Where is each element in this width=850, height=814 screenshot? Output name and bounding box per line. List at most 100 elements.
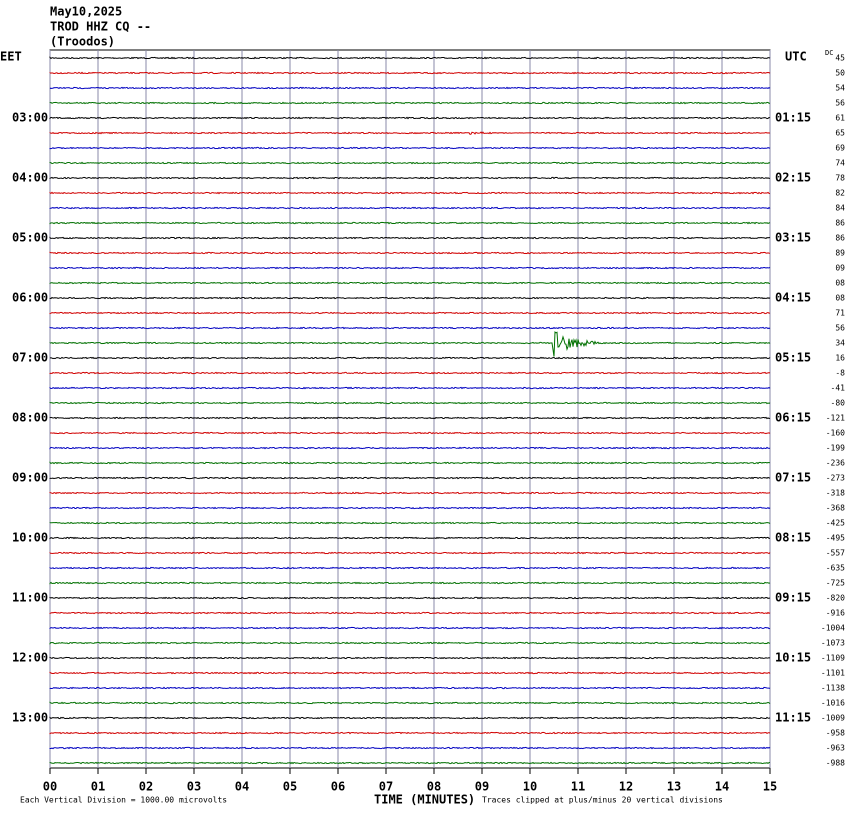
right-time: 09:15 — [775, 591, 811, 605]
trace — [49, 176, 771, 180]
trace — [49, 536, 771, 540]
x-tick-label: 14 — [715, 780, 729, 794]
trace — [49, 401, 771, 405]
dc-value: -8 — [835, 369, 845, 378]
trace — [49, 446, 771, 450]
dc-value: 16 — [835, 354, 845, 363]
x-tick-label: 02 — [139, 780, 153, 794]
dc-value: -425 — [826, 519, 845, 528]
dc-value: -988 — [826, 759, 845, 768]
dc-value: -199 — [826, 444, 845, 453]
right-time: 08:15 — [775, 531, 811, 545]
dc-value: 45 — [835, 54, 845, 63]
left-time: 07:00 — [12, 351, 48, 365]
trace — [49, 356, 771, 360]
dc-value: 56 — [835, 324, 845, 333]
right-time: 07:15 — [775, 471, 811, 485]
plot-frame — [49, 49, 771, 769]
trace — [49, 716, 771, 720]
trace — [49, 56, 771, 60]
left-time: 09:00 — [12, 471, 48, 485]
dc-value: -1138 — [821, 684, 845, 693]
x-tick-label: 04 — [235, 780, 249, 794]
x-tick-label: 12 — [619, 780, 633, 794]
scale-note: Each Vertical Division = 1000.00 microvo… — [20, 796, 227, 805]
trace — [49, 656, 771, 660]
trace — [50, 431, 771, 435]
trace — [49, 331, 771, 357]
dc-value: -1073 — [821, 639, 845, 648]
trace — [49, 611, 771, 615]
trace — [49, 671, 771, 675]
right-time: 10:15 — [775, 651, 811, 665]
dc-value: 34 — [835, 339, 845, 348]
trace — [49, 266, 771, 270]
dc-value: -1009 — [821, 714, 845, 723]
right-time: 11:15 — [775, 711, 811, 725]
trace — [49, 326, 771, 330]
x-tick-label: 07 — [379, 780, 393, 794]
trace — [49, 491, 771, 495]
trace — [49, 566, 771, 570]
dc-value: -1101 — [821, 669, 845, 678]
left-time: 06:00 — [12, 291, 48, 305]
dc-value: 78 — [835, 174, 845, 183]
dc-value: -1109 — [821, 654, 845, 663]
dc-value: -318 — [826, 489, 845, 498]
dc-value: -121 — [826, 414, 845, 423]
right-time: 03:15 — [775, 231, 811, 245]
left-time: 10:00 — [12, 531, 48, 545]
left-time: 08:00 — [12, 411, 48, 425]
trace — [49, 311, 771, 315]
trace — [49, 746, 771, 750]
trace — [49, 86, 771, 90]
dc-value: 54 — [835, 84, 845, 93]
trace — [49, 701, 771, 705]
trace — [49, 236, 771, 240]
left-time: 05:00 — [12, 231, 48, 245]
dc-value: 86 — [835, 234, 845, 243]
trace — [49, 251, 771, 255]
location: (Troodos) — [50, 35, 115, 49]
trace — [49, 371, 771, 375]
dc-value: 09 — [835, 264, 845, 273]
dc-value: -963 — [826, 744, 845, 753]
left-time: 03:00 — [12, 111, 48, 125]
dc-value: 86 — [835, 219, 845, 228]
trace — [49, 596, 770, 600]
x-tick-label: 08 — [427, 780, 441, 794]
dc-value: -80 — [831, 399, 846, 408]
x-tick-label: 09 — [475, 780, 489, 794]
trace — [49, 386, 771, 390]
x-tick-label: 06 — [331, 780, 345, 794]
trace — [49, 551, 771, 555]
trace — [49, 461, 771, 465]
dc-value: 71 — [835, 309, 845, 318]
dc-value: -916 — [826, 609, 845, 618]
right-time: 01:15 — [775, 111, 811, 125]
trace — [49, 191, 771, 195]
trace — [49, 131, 771, 135]
x-tick-label: 10 — [523, 780, 537, 794]
x-tick-label: 15 — [763, 780, 777, 794]
right-time: 04:15 — [775, 291, 811, 305]
dc-value: -725 — [826, 579, 845, 588]
trace — [49, 521, 771, 525]
date: May10,2025 — [50, 5, 122, 19]
dc-value: -557 — [826, 549, 845, 558]
trace — [49, 101, 770, 105]
station: TROD HHZ CQ -- — [50, 20, 151, 34]
dc-value: -273 — [826, 474, 845, 483]
dc-value: 74 — [835, 159, 845, 168]
dc-value: 89 — [835, 249, 845, 258]
dc-value: 65 — [835, 129, 845, 138]
dc-value: 08 — [835, 279, 845, 288]
trace — [49, 641, 771, 645]
trace — [49, 206, 771, 210]
clip-note: Traces clipped at plus/minus 20 vertical… — [482, 796, 723, 805]
right-time: 05:15 — [775, 351, 811, 365]
trace — [49, 416, 771, 420]
dc-value: -635 — [826, 564, 845, 573]
left-time: 11:00 — [12, 591, 48, 605]
